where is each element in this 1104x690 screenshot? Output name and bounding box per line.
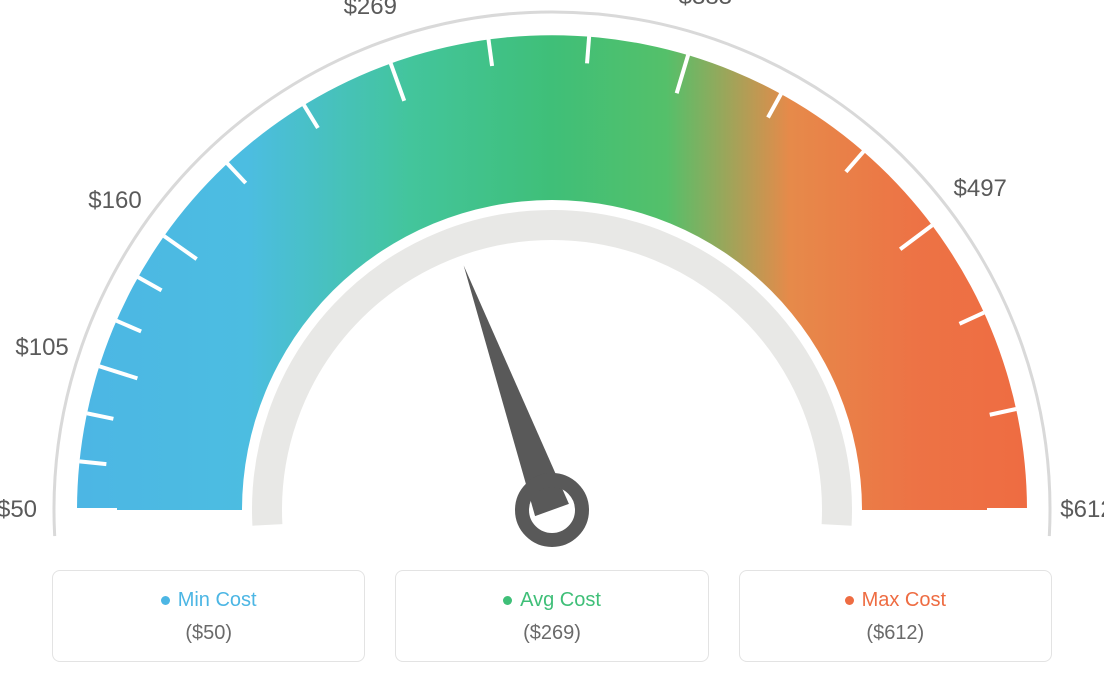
gauge-tick-label: $269 — [344, 0, 397, 21]
legend-title-text-max: Max Cost — [862, 589, 946, 612]
gauge-tick-label: $50 — [0, 496, 37, 524]
gauge-tick-label: $105 — [15, 334, 68, 362]
legend-title-min: Min Cost — [161, 589, 257, 612]
legend-value-avg: ($269) — [406, 622, 697, 645]
legend-row: Min Cost ($50) Avg Cost ($269) Max Cost … — [52, 570, 1052, 662]
legend-title-text-avg: Avg Cost — [520, 589, 601, 612]
gauge-tick-label: $160 — [88, 187, 141, 215]
gauge-tick-label: $497 — [954, 175, 1007, 203]
legend-dot-avg — [503, 596, 512, 605]
legend-value-max: ($612) — [750, 622, 1041, 645]
legend-title-text-min: Min Cost — [178, 589, 257, 612]
legend-dot-max — [845, 596, 854, 605]
legend-title-max: Max Cost — [845, 589, 946, 612]
legend-dot-min — [161, 596, 170, 605]
legend-value-min: ($50) — [63, 622, 354, 645]
gauge-chart: $50 $105 $160 $269 $383 $497 $612 — [0, 0, 1104, 560]
legend-title-avg: Avg Cost — [503, 589, 601, 612]
legend-card-avg: Avg Cost ($269) — [395, 570, 708, 662]
legend-card-min: Min Cost ($50) — [52, 570, 365, 662]
gauge-tick-label: $383 — [679, 0, 732, 11]
legend-card-max: Max Cost ($612) — [739, 570, 1052, 662]
gauge-svg — [0, 0, 1104, 560]
gauge-tick-label: $612 — [1060, 496, 1104, 524]
